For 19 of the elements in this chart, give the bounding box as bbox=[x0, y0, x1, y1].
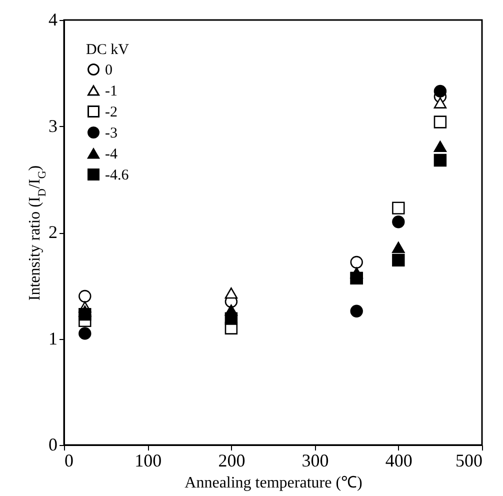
x-tick-label: 200 bbox=[218, 450, 246, 470]
legend-label: -4 bbox=[105, 146, 118, 162]
x-axis-title: Annealing temperature (℃) bbox=[184, 474, 362, 492]
x-tick-label: 300 bbox=[302, 450, 329, 470]
x-tick-label: 0 bbox=[64, 450, 74, 470]
legend-label: 0 bbox=[105, 62, 112, 78]
y-tick-label: 0 bbox=[48, 434, 58, 454]
legend-label: -4.6 bbox=[105, 168, 130, 184]
x-tick-label: 100 bbox=[134, 450, 162, 470]
y-tick-label: 4 bbox=[48, 10, 58, 30]
legend-label: -2 bbox=[105, 104, 118, 120]
legend-label: -3 bbox=[105, 126, 118, 142]
y-tick-label: 1 bbox=[48, 328, 58, 348]
legend-label: -1 bbox=[105, 84, 118, 100]
x-tick-label: 400 bbox=[385, 450, 412, 470]
x-tick-label: 500 bbox=[456, 450, 482, 470]
y-tick-label: 2 bbox=[48, 222, 58, 242]
legend-title: DC kV bbox=[86, 42, 130, 58]
y-tick-label: 3 bbox=[48, 116, 58, 136]
